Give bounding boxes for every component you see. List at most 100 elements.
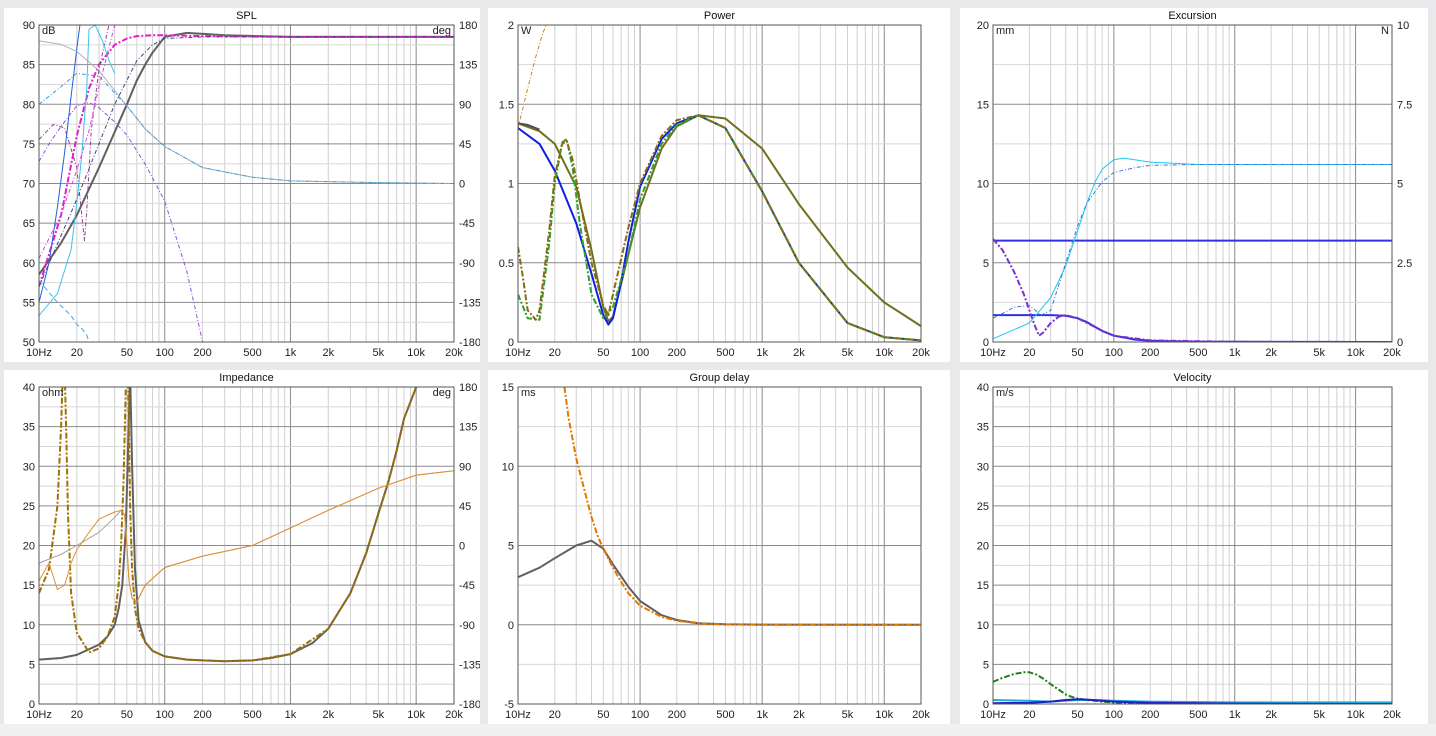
spl-chart: 10Hz 20 50 100 200 500 1k 2k 5k 10k 20k90858075706… bbox=[23, 10, 480, 359]
x-tick-label: 5k bbox=[1313, 709, 1325, 721]
y2-tick-label: 180 bbox=[459, 20, 477, 32]
x-tick-label: 200 bbox=[193, 347, 211, 359]
x-tick-label: 10k bbox=[1347, 709, 1365, 721]
x-tick-label: 5k bbox=[372, 347, 384, 359]
y2-tick-label: 5 bbox=[1397, 179, 1403, 191]
grid bbox=[38, 386, 455, 705]
x-tick-label: 10Hz bbox=[505, 709, 531, 721]
series-line bbox=[39, 25, 81, 303]
x-tick-label: 50 bbox=[1071, 709, 1083, 721]
y-tick-label: 10 bbox=[977, 179, 989, 191]
x-tick-label: 100 bbox=[156, 709, 174, 721]
y2-axis-unit: deg bbox=[433, 387, 451, 399]
series-group bbox=[518, 25, 921, 342]
x-tick-label: 20k bbox=[912, 709, 930, 721]
x-tick-label: 50 bbox=[597, 347, 609, 359]
x-tick-label: 20k bbox=[1383, 709, 1401, 721]
y-tick-label: 5 bbox=[983, 659, 989, 671]
series-line bbox=[39, 25, 116, 316]
x-tick-label: 20 bbox=[1023, 709, 1035, 721]
series-line bbox=[518, 114, 921, 327]
y-tick-label: 20 bbox=[23, 541, 35, 553]
y-tick-label: 15 bbox=[977, 580, 989, 592]
y-tick-label: 1 bbox=[508, 179, 514, 191]
x-tick-label: 2k bbox=[1265, 709, 1277, 721]
series-line bbox=[518, 122, 540, 131]
y-tick-label: 10 bbox=[23, 620, 35, 632]
plot-frame bbox=[992, 386, 1393, 705]
x-tick-label: 10k bbox=[1347, 347, 1365, 359]
x-tick-label: 200 bbox=[1141, 347, 1159, 359]
y-tick-label: 0 bbox=[508, 337, 514, 349]
excursion-chart: 10Hz 20 50 100 200 500 1k 2k 5k 10k 20k20151050107… bbox=[977, 10, 1413, 359]
y-axis-unit: ms bbox=[521, 387, 536, 399]
y2-tick-label: 90 bbox=[459, 461, 471, 473]
x-tick-label: 20 bbox=[549, 709, 561, 721]
x-tick-label: 20 bbox=[549, 347, 561, 359]
y-axis-unit: ohm bbox=[42, 387, 63, 399]
x-tick-label: 5k bbox=[842, 709, 854, 721]
y-tick-label: 0 bbox=[983, 337, 989, 349]
y-tick-label: 20 bbox=[977, 541, 989, 553]
chart-title: Excursion bbox=[1168, 10, 1216, 22]
x-tick-label: 20 bbox=[71, 347, 83, 359]
power-chart: 10Hz 20 50 100 200 500 1k 2k 5k 10k 20k 2 1.5 1 0.5 0 W P… bbox=[499, 10, 931, 359]
y2-tick-label: -180 bbox=[459, 337, 480, 349]
x-tick-label: 500 bbox=[243, 709, 261, 721]
y-axis-unit: m/s bbox=[996, 387, 1014, 399]
x-tick-label: 20 bbox=[71, 709, 83, 721]
chart-title: Velocity bbox=[1174, 372, 1212, 384]
y-tick-label: 20 bbox=[977, 20, 989, 32]
x-tick-label: 2k bbox=[793, 347, 805, 359]
x-tick-label: 2k bbox=[793, 709, 805, 721]
x-tick-label: 200 bbox=[668, 709, 686, 721]
y-tick-label: 5 bbox=[29, 659, 35, 671]
x-tick-label: 20k bbox=[912, 347, 930, 359]
grid bbox=[38, 24, 455, 343]
y-tick-label: 40 bbox=[23, 382, 35, 394]
y-tick-label: 25 bbox=[977, 501, 989, 513]
chart-title: Impedance bbox=[219, 372, 273, 384]
y-tick-label: 15 bbox=[977, 99, 989, 111]
impedance-panel: 10Hz 20 50 100 200 500 1k 2k 5k 10k 20k 40 35 30 25 20 1… bbox=[4, 370, 480, 724]
y-tick-label: 0 bbox=[508, 620, 514, 632]
x-tick-label: 10k bbox=[407, 347, 425, 359]
y-tick-label: 85 bbox=[23, 60, 35, 72]
x-tick-label: 5k bbox=[842, 347, 854, 359]
y2-tick-label: 180 bbox=[459, 382, 477, 394]
series-group bbox=[518, 387, 921, 626]
y-tick-label: 15 bbox=[502, 382, 514, 394]
y2-tick-label: -45 bbox=[459, 580, 475, 592]
x-tick-label: 5k bbox=[1313, 347, 1325, 359]
series-group bbox=[993, 671, 1392, 704]
y-axis-unit: mm bbox=[996, 25, 1014, 37]
series-line bbox=[563, 387, 921, 626]
y2-axis-unit: deg bbox=[433, 25, 451, 37]
y2-tick-label: -180 bbox=[459, 699, 480, 711]
y2-tick-label: 90 bbox=[459, 99, 471, 111]
x-tick-label: 2k bbox=[1265, 347, 1277, 359]
y2-tick-label: -45 bbox=[459, 218, 475, 230]
series-line bbox=[39, 36, 454, 287]
series-line bbox=[39, 387, 418, 663]
plot-frame bbox=[517, 24, 922, 343]
y-tick-label: 80 bbox=[23, 99, 35, 111]
x-tick-label: 100 bbox=[1105, 709, 1123, 721]
y-tick-label: 10 bbox=[502, 461, 514, 473]
y-tick-label: 0 bbox=[29, 699, 35, 711]
y-tick-label: 1.5 bbox=[499, 99, 514, 111]
x-tick-label: 10Hz bbox=[980, 347, 1006, 359]
y-tick-label: 25 bbox=[23, 501, 35, 513]
chart-title: Group delay bbox=[690, 372, 750, 384]
impedance-chart: 10Hz 20 50 100 200 500 1k 2k 5k 10k 20k40353025201… bbox=[23, 372, 480, 721]
x-tick-label: 1k bbox=[1229, 709, 1241, 721]
x-tick-label: 1k bbox=[756, 347, 768, 359]
x-tick-label: 20k bbox=[1383, 347, 1401, 359]
x-tick-label: 200 bbox=[193, 709, 211, 721]
y-tick-label: 60 bbox=[23, 258, 35, 270]
x-tick-label: 1k bbox=[285, 709, 297, 721]
series-line bbox=[39, 102, 204, 342]
x-tick-label: 50 bbox=[597, 709, 609, 721]
x-tick-label: 20k bbox=[445, 347, 463, 359]
status-strip bbox=[0, 724, 1436, 736]
